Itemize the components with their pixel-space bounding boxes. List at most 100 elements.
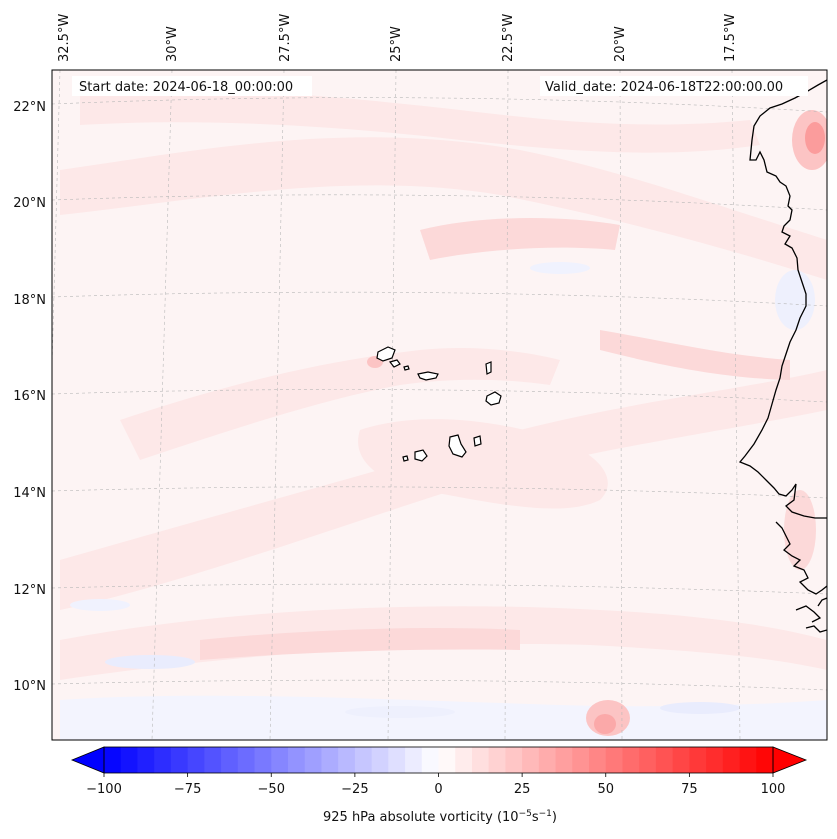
colorbar-segment xyxy=(154,747,172,773)
colorbar-segment xyxy=(471,747,490,773)
colorbar-segment xyxy=(505,747,523,773)
colorbar-segment xyxy=(722,747,740,773)
colorbar-segment xyxy=(221,747,239,773)
meridian-gridline xyxy=(151,70,173,740)
colorbar-segment xyxy=(371,747,389,773)
lon-label: 27.5°W xyxy=(278,14,293,62)
colorbar-tick-label: 75 xyxy=(681,782,698,797)
colorbar-tick-label: 50 xyxy=(597,782,614,797)
vorticity-band xyxy=(200,628,520,660)
island-sao-vicente xyxy=(388,359,401,368)
colorbar-segment xyxy=(304,747,322,773)
colorbar-segment xyxy=(187,747,205,773)
vorticity-band xyxy=(80,88,760,153)
colorbar-segment xyxy=(170,747,189,773)
lat-label: 14°N xyxy=(13,486,46,501)
meridian-gridline xyxy=(269,70,285,740)
colorbar-segment xyxy=(706,747,724,773)
colorbar-segment xyxy=(689,747,707,773)
high-vorticity-core xyxy=(805,122,825,154)
colorbar-segment xyxy=(120,747,138,773)
meridian-gridline xyxy=(387,70,397,740)
colorbar-segment xyxy=(522,747,540,773)
lat-label: 16°N xyxy=(13,389,46,404)
lat-label: 10°N xyxy=(13,679,46,694)
meridian-gridline xyxy=(504,70,509,740)
lon-label: 22.5°W xyxy=(501,14,516,62)
colorbar-segment xyxy=(237,747,255,773)
island-sao-nicolau xyxy=(417,371,439,381)
island-santo-antao xyxy=(376,346,396,362)
island-maio xyxy=(473,435,482,447)
colorbar-tick-label: −50 xyxy=(258,782,285,797)
colorbar-segment xyxy=(405,747,423,773)
colorbar-segment xyxy=(421,747,439,773)
colorbar-ticks: −100 −75 −50 −25 0 25 50 75 100 xyxy=(86,773,785,797)
colorbar-tick-label: 100 xyxy=(761,782,786,797)
colorbar-min-extend-arrow xyxy=(70,746,105,774)
colorbar-segment xyxy=(321,747,339,773)
negative-vorticity-patch xyxy=(345,706,455,718)
colorbar-segment xyxy=(488,747,506,773)
colorbar-segment xyxy=(589,747,607,773)
island-brava xyxy=(402,455,409,462)
colorbar-segment xyxy=(622,747,640,773)
parallel-gridline xyxy=(52,583,827,595)
colorbar-segment xyxy=(538,747,556,773)
lon-label: 20°W xyxy=(613,26,628,62)
colorbar-tick-label: −25 xyxy=(341,782,368,797)
colorbar-segment xyxy=(287,747,306,773)
vorticity-band xyxy=(120,348,560,460)
colorbar-label: 925 hPa absolute vorticity (10−5s−1) xyxy=(323,809,557,825)
lat-label: 18°N xyxy=(13,293,46,308)
vorticity-band xyxy=(60,137,827,280)
valid-date-box xyxy=(540,76,808,96)
longitude-labels: 32.5°W 30°W 27.5°W 25°W 22.5°W 20°W 17.5… xyxy=(57,14,738,62)
colorbar-segment xyxy=(338,747,356,773)
colorbar-segment xyxy=(438,747,456,773)
colorbar-tick-label: −75 xyxy=(174,782,201,797)
vorticity-band xyxy=(358,419,608,509)
colorbar-segment xyxy=(605,747,623,773)
cape-verde-islands xyxy=(376,346,502,462)
colorbar-segment xyxy=(204,747,222,773)
latitude-labels: 22°N 20°N 18°N 16°N 14°N 12°N 10°N xyxy=(13,100,46,694)
colorbar-segment xyxy=(254,747,272,773)
colorbar-segment xyxy=(756,747,774,773)
colorbar-segment xyxy=(271,747,289,773)
island-santa-luzia xyxy=(403,365,410,371)
meridian-gridline xyxy=(619,70,623,740)
map-frame xyxy=(51,69,828,741)
colorbar-segment xyxy=(455,747,473,773)
meridian-gridline xyxy=(731,70,741,740)
start-date-label: Start date: 2024-06-18_00:00:00 xyxy=(79,80,293,95)
lon-label: 17.5°W xyxy=(723,14,738,62)
colorbar-segment xyxy=(572,747,590,773)
lon-label: 25°W xyxy=(389,26,404,62)
colorbar-segment xyxy=(137,747,155,773)
island-santiago xyxy=(448,434,467,458)
start-date-box xyxy=(72,76,312,96)
parallel-gridline xyxy=(52,679,827,691)
colorbar-tick-label: −100 xyxy=(86,782,122,797)
lat-label: 22°N xyxy=(13,100,46,115)
high-vorticity-core xyxy=(594,714,616,734)
lon-label: 30°W xyxy=(165,26,180,62)
valid-date-label: Valid_date: 2024-06-18T22:00:00.00 xyxy=(545,80,783,95)
parallel-gridline xyxy=(52,291,827,307)
colorbar-segment xyxy=(655,747,674,773)
parallel-gridline xyxy=(52,389,827,403)
negative-vorticity-patch xyxy=(60,695,827,740)
colorbar-segments xyxy=(104,747,774,773)
graticule xyxy=(52,70,827,740)
parallel-gridline xyxy=(52,486,827,499)
lat-label: 20°N xyxy=(13,196,46,211)
parallel-gridline xyxy=(52,194,827,211)
negative-vorticity-patch xyxy=(775,270,815,330)
vorticity-band xyxy=(600,330,790,380)
island-fogo xyxy=(414,449,428,462)
island-boa-vista xyxy=(485,391,502,406)
colorbar-segment xyxy=(354,747,373,773)
colorbar-segment xyxy=(555,747,573,773)
